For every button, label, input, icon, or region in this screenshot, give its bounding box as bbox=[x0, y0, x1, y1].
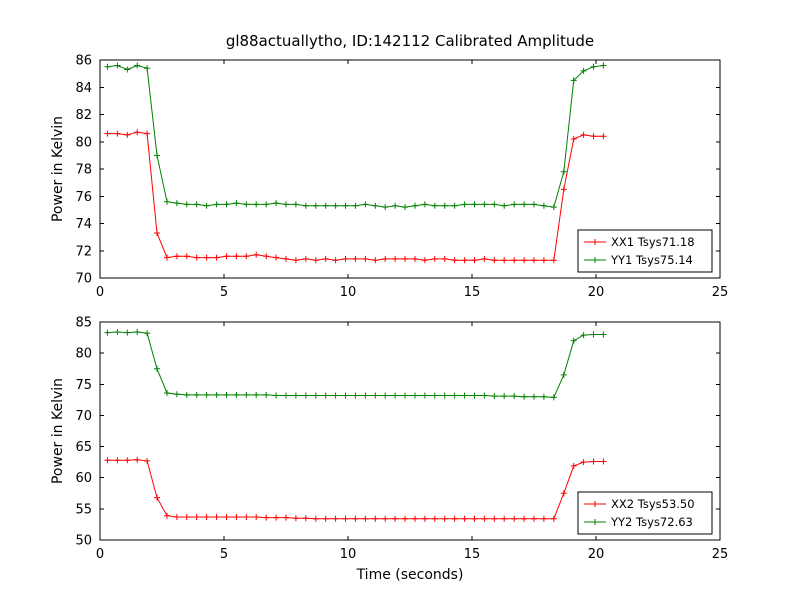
x-tick-label: 10 bbox=[340, 285, 357, 300]
y-tick-label: 60 bbox=[75, 471, 92, 486]
x-tick-label: 15 bbox=[464, 285, 481, 300]
x-axis-label: Time (seconds) bbox=[356, 567, 464, 583]
x-tick-label: 20 bbox=[588, 285, 605, 300]
y-tick-label: 85 bbox=[75, 316, 92, 331]
x-tick-label: 25 bbox=[712, 547, 729, 562]
y-tick-label: 70 bbox=[75, 409, 92, 424]
y-tick-label: 78 bbox=[75, 163, 92, 178]
y-tick-label: 80 bbox=[75, 347, 92, 362]
y-tick-label: 86 bbox=[75, 54, 92, 69]
y-tick-label: 84 bbox=[75, 81, 92, 96]
legend-label: YY2 Tsys72.63 bbox=[610, 515, 693, 529]
x-tick-label: 15 bbox=[464, 547, 481, 562]
y-tick-label: 55 bbox=[75, 502, 92, 517]
series-markers-yy1 bbox=[104, 62, 607, 211]
legend-label: YY1 Tsys75.14 bbox=[610, 253, 693, 267]
legend-sample-marker bbox=[592, 239, 598, 245]
legend-label: XX1 Tsys71.18 bbox=[611, 235, 695, 249]
y-axis-label: Power in Kelvin bbox=[50, 116, 66, 222]
legend-box bbox=[577, 491, 713, 535]
y-tick-label: 50 bbox=[75, 534, 92, 549]
y-tick-label: 70 bbox=[75, 272, 92, 287]
y-tick-label: 80 bbox=[75, 135, 92, 150]
y-tick-label: 76 bbox=[75, 190, 92, 205]
x-tick-label: 5 bbox=[220, 547, 228, 562]
y-tick-label: 74 bbox=[75, 217, 92, 232]
figure-title: gl88actuallytho, ID:142112 Calibrated Am… bbox=[226, 32, 594, 50]
subplot-bottom: 0 5 10 15 20 25 50 55 60 65 70 75 80 85 Power in Kelvi… bbox=[50, 316, 728, 584]
x-tick-label: 5 bbox=[220, 285, 228, 300]
legend-sample-marker bbox=[592, 501, 598, 507]
x-tick-label: 0 bbox=[96, 547, 104, 562]
y-tick-label: 72 bbox=[75, 244, 92, 259]
legend-sample-marker bbox=[592, 519, 598, 525]
subplot-top: 0 5 10 15 20 25 70 72 74 76 78 80 82 84 86 Power in Kel… bbox=[50, 54, 728, 301]
y-tick-label: 82 bbox=[75, 108, 92, 123]
x-tick-label: 0 bbox=[96, 285, 104, 300]
series-markers-xx1 bbox=[104, 129, 607, 264]
x-tick-label: 25 bbox=[712, 285, 729, 300]
y-axis-label: Power in Kelvin bbox=[50, 378, 66, 484]
legend: XX2 Tsys53.50 YY2 Tsys72.63 bbox=[577, 491, 713, 535]
y-tick-label: 75 bbox=[75, 378, 92, 393]
legend: XX1 Tsys71.18 YY1 Tsys75.14 bbox=[577, 229, 713, 273]
series-markers-xx2 bbox=[104, 456, 607, 522]
x-tick-label: 20 bbox=[588, 547, 605, 562]
legend-box bbox=[577, 229, 713, 273]
series-markers-yy2 bbox=[104, 329, 607, 401]
x-tick-label: 10 bbox=[340, 547, 357, 562]
legend-sample-marker bbox=[592, 257, 598, 263]
legend-label: XX2 Tsys53.50 bbox=[611, 497, 695, 511]
y-tick-label: 65 bbox=[75, 440, 92, 455]
